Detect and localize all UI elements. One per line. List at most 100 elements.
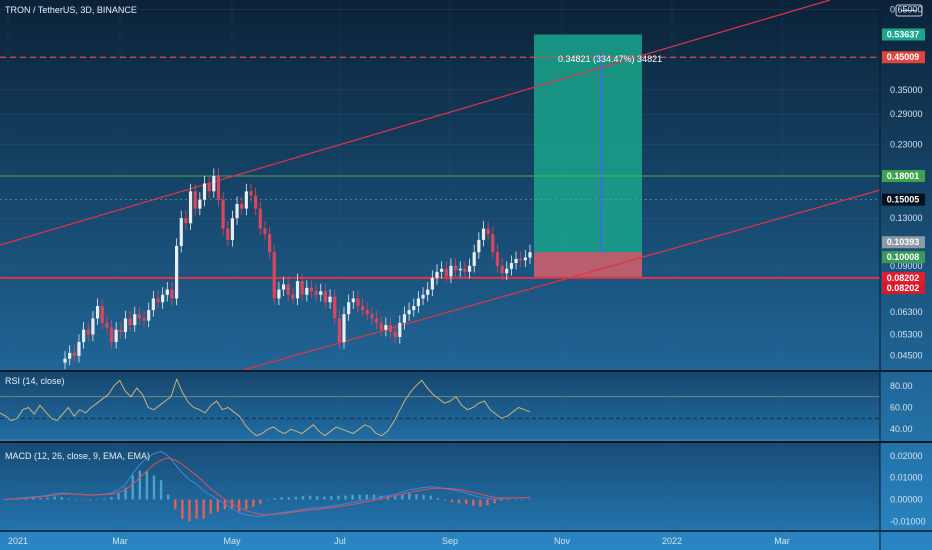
candle-body (528, 252, 532, 258)
candle-body (179, 218, 183, 246)
price-label-box (882, 236, 925, 249)
candle-body (519, 258, 523, 261)
macd-histogram-bar (166, 494, 170, 500)
time-tick-label: Mar (112, 536, 128, 546)
macd-histogram-bar (294, 496, 298, 500)
candle-body (421, 294, 425, 299)
channel-upper-line (0, 0, 831, 246)
price-tick-label: 0.05300 (890, 330, 923, 340)
candle-body (221, 199, 225, 229)
macd-histogram-bar (436, 498, 439, 500)
macd-tick-label: 0.01000 (890, 473, 923, 483)
time-tick-label: Jul (334, 536, 346, 546)
candle-body (193, 191, 197, 209)
candle-body (281, 284, 286, 290)
candle-body (240, 204, 244, 209)
candle-body (114, 329, 118, 343)
macd-histogram-bar (464, 499, 468, 505)
price-label: 0.10008 (887, 252, 920, 262)
macd-histogram-bar (457, 499, 461, 504)
price-label: 0.45009 (887, 52, 920, 62)
candle-body (156, 298, 160, 303)
macd-histogram-bar (237, 499, 241, 512)
macd-histogram-bar (330, 496, 333, 500)
price-label: 0.15005 (887, 195, 920, 205)
macd-histogram-bar (117, 493, 120, 500)
candle-body (505, 268, 509, 274)
macd-histogram-bar (103, 498, 106, 500)
macd-histogram-bar (500, 499, 503, 501)
candle-body (458, 268, 462, 271)
macd-histogram-bar (372, 494, 376, 500)
macd-histogram-bar (486, 499, 489, 506)
macd-histogram-bar (60, 497, 63, 500)
profit-zone (534, 34, 642, 253)
candle-body (165, 289, 169, 295)
candle-body (82, 329, 86, 343)
macd-histogram-bar (273, 498, 276, 500)
candle-body (328, 296, 332, 303)
candle-body (133, 314, 137, 326)
macd-histogram-bar (493, 499, 496, 504)
candle-body (495, 252, 500, 266)
candle-body (95, 306, 100, 319)
price-tick-label: 0.04500 (890, 351, 923, 361)
macd-histogram-bar (394, 496, 397, 500)
candle-body (393, 332, 397, 337)
price-label-box (882, 251, 925, 264)
candle-body (235, 204, 239, 219)
candle-body (244, 191, 248, 209)
candle-body (319, 291, 323, 295)
candle-body (491, 234, 495, 253)
candle-body (440, 268, 444, 272)
time-tick-label: 2022 (662, 536, 682, 546)
candle-body (175, 245, 179, 299)
macd-histogram-bar (195, 499, 198, 519)
candle-body (212, 176, 216, 192)
candle-body (77, 342, 81, 356)
rsi-line (0, 377, 531, 437)
macd-histogram-bar (138, 470, 141, 500)
candle-body (514, 258, 518, 264)
price-label: 0.53637 (887, 30, 920, 40)
scale-toggle-icon[interactable] (895, 4, 923, 17)
price-label: 0.10393 (887, 237, 920, 247)
candle-body (449, 265, 453, 277)
macd-histogram-bar (3, 499, 7, 501)
macd-histogram-bar (337, 495, 340, 500)
time-tick-label: Mar (774, 536, 790, 546)
candle-body (444, 268, 448, 277)
candle-body (463, 268, 467, 272)
macd-histogram-bar (450, 499, 454, 502)
candle-body (333, 296, 337, 319)
candle-body (161, 294, 165, 303)
macd-histogram-bar (32, 498, 35, 500)
macd-histogram-bar (401, 494, 404, 500)
candle-body (430, 277, 434, 290)
macd-histogram-bar (429, 495, 432, 500)
position-zones (534, 34, 642, 278)
macd-histogram-bar (386, 496, 390, 500)
macd-histogram-bar (252, 499, 255, 507)
candle-body (216, 176, 221, 200)
candle-body (295, 281, 300, 299)
price-label: 0.08202 (887, 283, 920, 293)
rsi-tick-label: 40.00 (890, 424, 913, 434)
macd-histogram-bar (472, 499, 475, 506)
candle-body (170, 289, 174, 299)
price-tick-label: 0.35000 (890, 85, 923, 95)
loss-zone (534, 252, 642, 278)
price-tick-label: 0.23000 (890, 139, 923, 149)
candle-body (277, 289, 281, 299)
macd-histogram-bar (81, 499, 85, 501)
candle-body (123, 318, 128, 333)
rsi-tick-label: 80.00 (890, 381, 913, 391)
macd-histogram-bar (479, 499, 482, 507)
macd-pane: 0.02000 0.01000 0.00000 -0.01000 (3, 451, 926, 526)
candle-body (202, 183, 207, 200)
candle-body (305, 287, 309, 295)
rsi-tick-label: 60.00 (890, 403, 913, 413)
candle-body (426, 289, 430, 295)
candle-body (91, 318, 95, 335)
